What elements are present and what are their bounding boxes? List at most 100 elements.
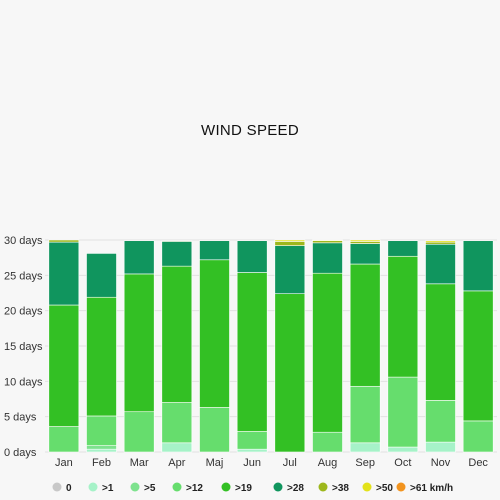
bar-segment[interactable] [161,241,193,267]
legend-swatch [172,482,182,492]
bar-segment[interactable] [425,240,456,243]
bar-segment[interactable] [161,402,193,444]
bar-stack-nov[interactable] [425,240,456,453]
bar-segment[interactable] [86,296,117,417]
bar-segment[interactable] [274,293,306,453]
bar-segment[interactable] [236,431,268,450]
bar-segment[interactable] [274,245,306,295]
bar-segment[interactable] [312,242,343,274]
bar-segment[interactable] [387,240,419,257]
bars [48,239,494,453]
bar-stack-feb[interactable] [86,253,117,453]
bar-segment[interactable] [236,272,268,432]
bar-segment[interactable] [387,376,419,448]
legend-item[interactable]: >61 km/h [396,482,454,495]
legend-item[interactable]: >28 [273,482,305,495]
bar-segment[interactable] [349,442,381,453]
bar-segment[interactable] [462,240,494,292]
bar-segment[interactable] [48,241,80,306]
bar-segment[interactable] [48,304,80,427]
bar-segment[interactable] [199,240,230,261]
bar-segment[interactable] [349,263,381,387]
y-tick-label: 5 days [4,412,37,424]
legend-swatch [273,482,283,492]
bar-segment[interactable] [425,243,456,285]
bar-segment[interactable] [425,400,456,443]
bar-segment[interactable] [387,446,419,453]
x-tick-label: Jul [283,457,297,469]
bar-segment[interactable] [274,241,306,246]
bar-stack-maj[interactable] [199,240,230,453]
bar-segment[interactable] [312,239,343,242]
y-tick-label: 20 days [4,306,43,318]
bar-segment[interactable] [236,240,268,273]
bar-stack-oct[interactable] [387,240,419,453]
legend-item[interactable]: >50 [362,482,394,495]
bar-stack-apr[interactable] [161,240,193,453]
legend-item[interactable]: >5 [130,482,156,495]
bar-segment[interactable] [199,259,230,408]
x-tick-label: Oct [394,457,411,469]
legend[interactable]: 0 >1 >5 >12 >19 >28 >38 >50 >61 km/h [52,482,454,495]
legend-item[interactable]: 0 [52,482,73,495]
bar-segment[interactable] [199,407,230,453]
bar-segment[interactable] [123,240,155,275]
bar-segment[interactable] [312,431,343,453]
bar-segment[interactable] [425,241,456,245]
legend-item[interactable]: >1 [88,482,114,495]
bar-segment[interactable] [161,442,193,453]
bar-stack-aug[interactable] [312,239,343,453]
legend-label: >5 [144,483,156,494]
legend-item[interactable]: >38 [318,482,350,495]
bar-segment[interactable] [349,243,381,265]
legend-swatch [130,482,140,492]
bar-segment[interactable] [425,441,456,453]
x-tick-label: Feb [92,457,111,469]
bar-segment[interactable] [312,240,343,244]
bar-segment[interactable] [86,448,117,453]
bar-stack-mar[interactable] [123,240,155,453]
bar-segment[interactable] [123,273,155,413]
bar-stack-jan[interactable] [48,239,80,453]
x-axis: Jan Feb Mar Apr Maj Jun Jul Aug Sep Oct Nov Dec [55,457,488,469]
legend-swatch [52,482,62,492]
bar-segment[interactable] [349,241,381,244]
x-tick-label: Apr [168,457,185,469]
bar-segment[interactable] [48,239,80,243]
x-tick-label: Nov [431,457,451,469]
bar-segment[interactable] [48,426,80,453]
bar-segment[interactable] [86,445,117,450]
bar-segment[interactable] [274,239,306,242]
bar-segment[interactable] [86,415,117,446]
bar-stack-jul[interactable] [274,239,306,453]
legend-swatch [221,482,231,492]
bar-segment[interactable] [387,255,419,378]
bar-segment[interactable] [236,448,268,453]
x-tick-label: Dec [468,457,488,469]
legend-label: >12 [186,483,203,494]
bar-stack-jun[interactable] [236,240,268,453]
legend-label: >19 [235,483,252,494]
y-axis: 0 days 5 days 10 days 15 days 20 days 25 days… [4,235,43,459]
bar-segment[interactable] [462,420,494,453]
bar-segment[interactable] [161,265,193,403]
bar-segment[interactable] [86,253,117,298]
bar-segment[interactable] [462,290,494,422]
bar-segment[interactable] [312,272,343,433]
x-tick-label: Mar [130,457,149,469]
y-tick-label: 0 days [4,447,37,459]
x-tick-label: Maj [206,457,224,469]
bar-segment[interactable] [349,385,381,444]
bar-segment[interactable] [349,239,381,242]
bar-segment[interactable] [425,283,456,401]
bar-stack-dec[interactable] [462,240,494,453]
x-tick-label: Jun [243,457,261,469]
bar-stack-sep[interactable] [349,239,381,453]
bar-segment[interactable] [161,240,193,242]
x-tick-label: Aug [318,457,338,469]
legend-item[interactable]: >12 [172,482,204,495]
legend-swatch [396,482,406,492]
grid [45,239,497,453]
bar-segment[interactable] [123,411,155,453]
legend-item[interactable]: >19 [221,482,253,495]
